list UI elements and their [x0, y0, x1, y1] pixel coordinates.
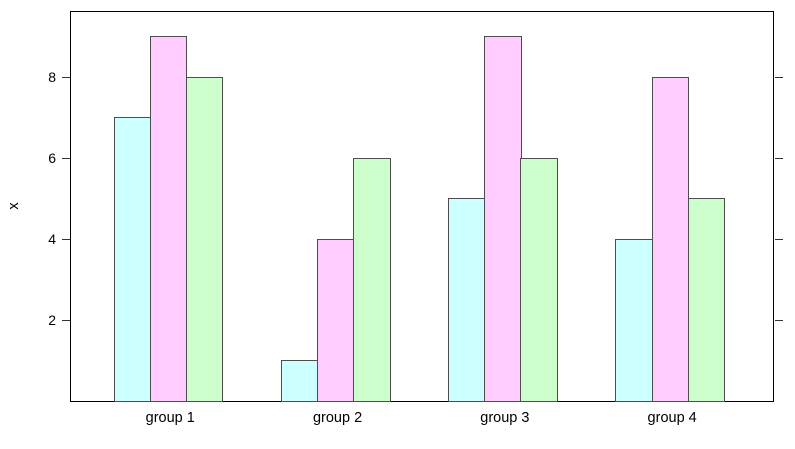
y-axis-tick-left: [62, 157, 70, 160]
bar-cyan-group-1: [113, 117, 151, 403]
y-axis-tick-label: 8: [48, 69, 56, 86]
y-axis-tick-right: [775, 319, 783, 322]
y-axis-tick-left: [62, 319, 70, 322]
y-axis-tick-label: 2: [48, 312, 56, 329]
y-axis-tick-left: [62, 238, 70, 241]
x-category-label: group 1: [145, 410, 195, 426]
bar-green-group-4: [687, 198, 726, 403]
y-axis-tick-label: 4: [48, 231, 56, 248]
plot-box: [70, 11, 774, 403]
bar-pink-group-4: [651, 76, 689, 403]
bar-cyan-group-3: [448, 198, 486, 403]
plot-area: [71, 12, 773, 403]
y-axis-tick-right: [775, 238, 783, 241]
x-category-label: group 4: [647, 410, 697, 426]
x-category-label: group 2: [312, 410, 363, 426]
y-axis-tick-label: 6: [48, 150, 56, 167]
bar-pink-group-2: [316, 238, 355, 403]
y-axis-tick-right: [775, 157, 783, 160]
bar-green-group-3: [520, 157, 558, 403]
bar-pink-group-3: [484, 36, 522, 403]
y-axis-tick-right: [775, 76, 783, 79]
bar-cyan-group-2: [280, 360, 319, 403]
y-axis-title: x: [6, 202, 22, 210]
bar-pink-group-1: [149, 36, 188, 403]
x-category-label: group 3: [480, 410, 530, 426]
y-axis-tick-left: [62, 76, 70, 79]
bar-green-group-1: [185, 76, 224, 403]
bar-green-group-2: [353, 157, 391, 403]
bar-cyan-group-4: [615, 238, 653, 403]
